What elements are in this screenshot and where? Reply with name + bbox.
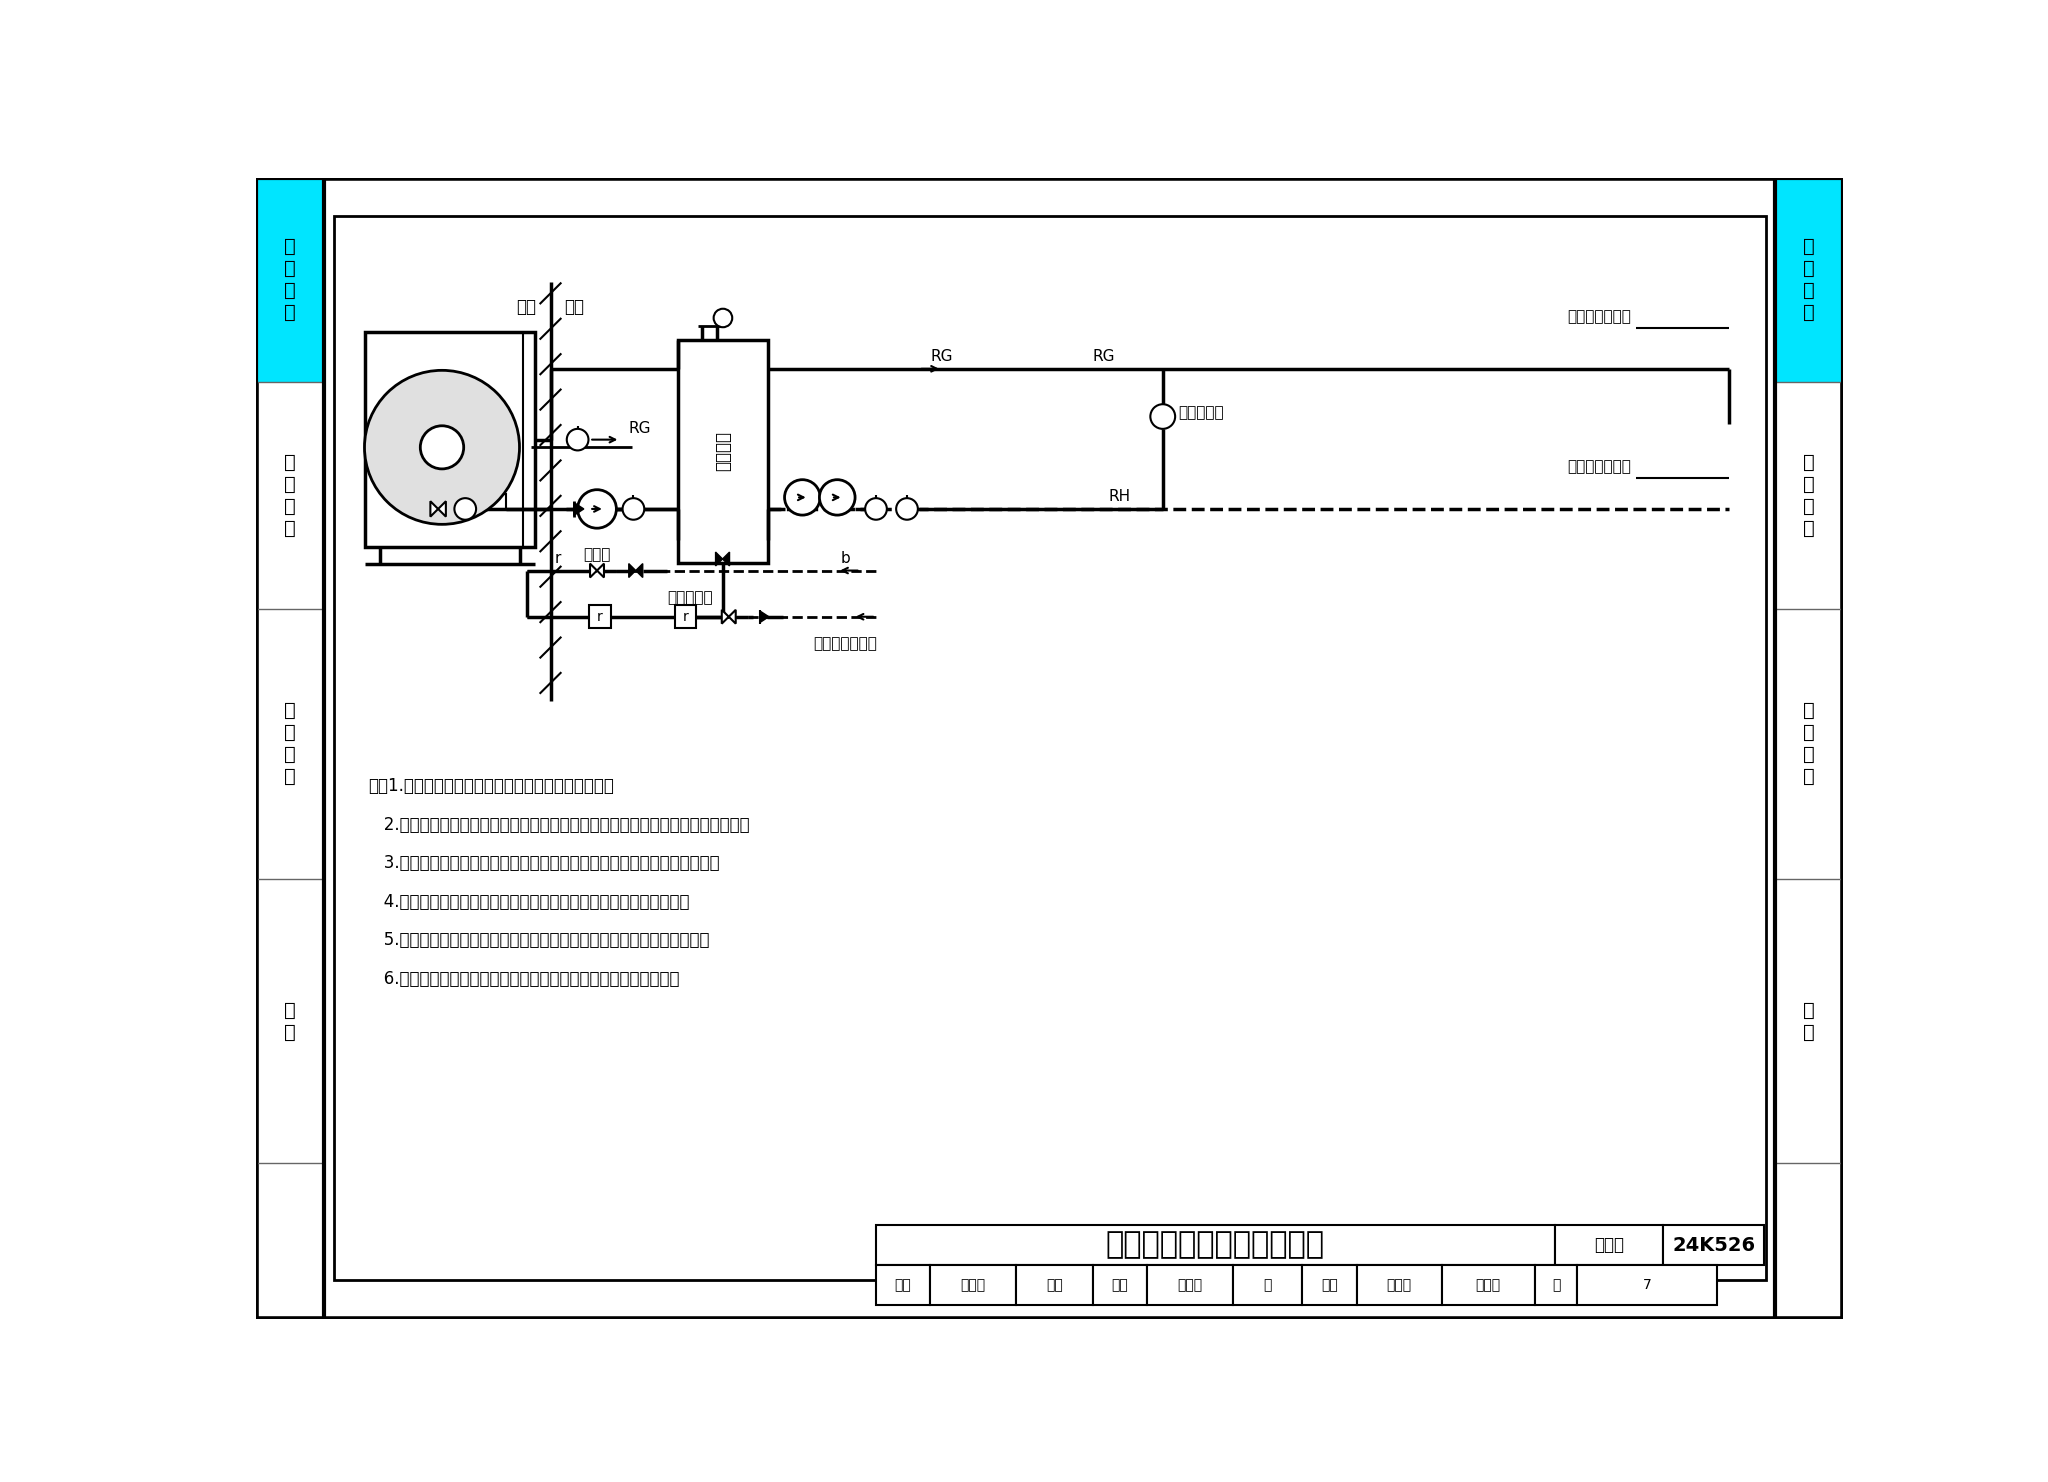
Text: 循环泵: 循环泵 (584, 548, 610, 563)
Text: 24K526: 24K526 (1673, 1236, 1755, 1255)
Bar (1776, 178, 1843, 382)
Text: r: r (555, 551, 561, 566)
Bar (1577, 1266, 1716, 1306)
Polygon shape (729, 609, 735, 624)
Text: 缓冲水箱: 缓冲水箱 (715, 431, 731, 471)
Circle shape (713, 308, 733, 328)
Bar (1776, 178, 1843, 1319)
Polygon shape (721, 609, 729, 624)
Bar (1554, 1226, 1663, 1266)
Bar (256, 178, 324, 382)
Bar (590, 605, 610, 628)
Circle shape (623, 498, 645, 520)
Bar (1663, 1226, 1763, 1266)
Text: RG: RG (1094, 348, 1116, 365)
Polygon shape (723, 553, 729, 566)
Text: 4.末端可采用地面辐射供暖、低水温散热器、风机盘管等设备供暖。: 4.末端可采用地面辐射供暖、低水温散热器、风机盘管等设备供暖。 (369, 892, 690, 910)
Circle shape (455, 498, 475, 520)
Polygon shape (760, 611, 768, 622)
Text: 注：1.本页适用于整体式机组仅用于供暖的系统方式。: 注：1.本页适用于整体式机组仅用于供暖的系统方式。 (369, 777, 614, 796)
Bar (1442, 1266, 1534, 1306)
Text: 工
程
实
例: 工 程 实 例 (285, 701, 297, 787)
Polygon shape (629, 563, 635, 578)
Text: 6.多台热泵机组并联供暖时，宜优先选用同型号机组及水泵并联。: 6.多台热泵机组并联供暖时，宜优先选用同型号机组及水泵并联。 (369, 969, 680, 987)
Text: 接生活给水系统: 接生活给水系统 (813, 636, 877, 651)
Text: 审核: 审核 (895, 1277, 911, 1292)
Bar (365, 332, 535, 547)
Text: 图集号: 图集号 (1593, 1236, 1624, 1254)
Text: 系
统
设
计: 系 统 设 计 (1802, 237, 1815, 322)
Polygon shape (590, 563, 598, 578)
Text: 5.设计人员根据系统水容量、热泵机组融霜功能确定是否设置缓冲水箱。: 5.设计人员根据系统水容量、热泵机组融霜功能确定是否设置缓冲水箱。 (369, 931, 711, 948)
Text: 附
录: 附 录 (285, 1000, 297, 1042)
Text: 校对: 校对 (1112, 1277, 1128, 1292)
Text: 吕东彦: 吕东彦 (1178, 1277, 1202, 1292)
Text: 页: 页 (1552, 1277, 1561, 1292)
Circle shape (864, 498, 887, 520)
Bar (1147, 1266, 1233, 1306)
Bar (1233, 1266, 1303, 1306)
Bar (1534, 1266, 1577, 1306)
Bar (1356, 1266, 1442, 1306)
Polygon shape (573, 502, 584, 516)
Circle shape (897, 498, 918, 520)
Circle shape (365, 370, 520, 525)
Polygon shape (598, 563, 604, 578)
Text: 整体式机组供暖系统原理图: 整体式机组供暖系统原理图 (1106, 1230, 1325, 1260)
Bar (1016, 1266, 1094, 1306)
Text: 系
统
设
计: 系 统 设 计 (285, 237, 297, 322)
Bar (674, 605, 696, 628)
Text: RG: RG (629, 421, 651, 436)
Text: 室内: 室内 (565, 298, 584, 316)
Bar (877, 1226, 1554, 1266)
Text: b: b (840, 551, 850, 566)
Bar (877, 1266, 930, 1306)
Polygon shape (635, 563, 643, 578)
Polygon shape (438, 501, 446, 517)
Text: 3.机组设置在室外，循环水泵、膨胀罐等附属设备及管路、配件设在室内。: 3.机组设置在室外，循环水泵、膨胀罐等附属设备及管路、配件设在室内。 (369, 854, 721, 871)
Polygon shape (715, 553, 723, 566)
Text: 邓有源: 邓有源 (1386, 1277, 1411, 1292)
Bar (487, 494, 506, 508)
Circle shape (784, 480, 819, 516)
Text: 长动: 长动 (1047, 1277, 1063, 1292)
Text: 2.本图采用外置循环泵，设计人员根据工程情况可选用带内置循环泵的热泵机组。: 2.本图采用外置循环泵，设计人员根据工程情况可选用带内置循环泵的热泵机组。 (369, 815, 750, 834)
Text: RH: RH (1108, 489, 1130, 504)
Text: 施
工
安
装: 施 工 安 装 (1802, 452, 1815, 538)
Text: r: r (682, 609, 688, 624)
Text: 沺: 沺 (1264, 1277, 1272, 1292)
Text: 接排水系统: 接排水系统 (668, 590, 713, 605)
Bar (256, 178, 324, 1319)
Text: 附
录: 附 录 (1802, 1000, 1815, 1042)
Circle shape (420, 425, 463, 468)
Text: 董大鹏: 董大鹏 (961, 1277, 985, 1292)
Text: r: r (598, 609, 602, 624)
Circle shape (578, 489, 616, 528)
Circle shape (567, 428, 588, 451)
Bar (678, 339, 768, 563)
Bar (1303, 1266, 1356, 1306)
Text: 设计: 设计 (1321, 1277, 1337, 1292)
Text: 接末端回水干管: 接末端回水干管 (1569, 459, 1632, 474)
Bar (1094, 1266, 1147, 1306)
Text: 压差旁通阀: 压差旁通阀 (1178, 405, 1225, 421)
Text: 室外: 室外 (516, 298, 537, 316)
Text: RG: RG (930, 348, 952, 365)
Text: 仙们么: 仙们么 (1477, 1277, 1501, 1292)
Text: 工
程
实
例: 工 程 实 例 (1802, 701, 1815, 787)
Polygon shape (430, 501, 438, 517)
Circle shape (819, 480, 856, 516)
Bar (930, 1266, 1016, 1306)
Circle shape (1151, 405, 1176, 428)
Text: 接末端供水干管: 接末端供水干管 (1569, 308, 1632, 325)
Text: 施
工
安
装: 施 工 安 装 (285, 452, 297, 538)
Text: 7: 7 (1642, 1277, 1651, 1292)
